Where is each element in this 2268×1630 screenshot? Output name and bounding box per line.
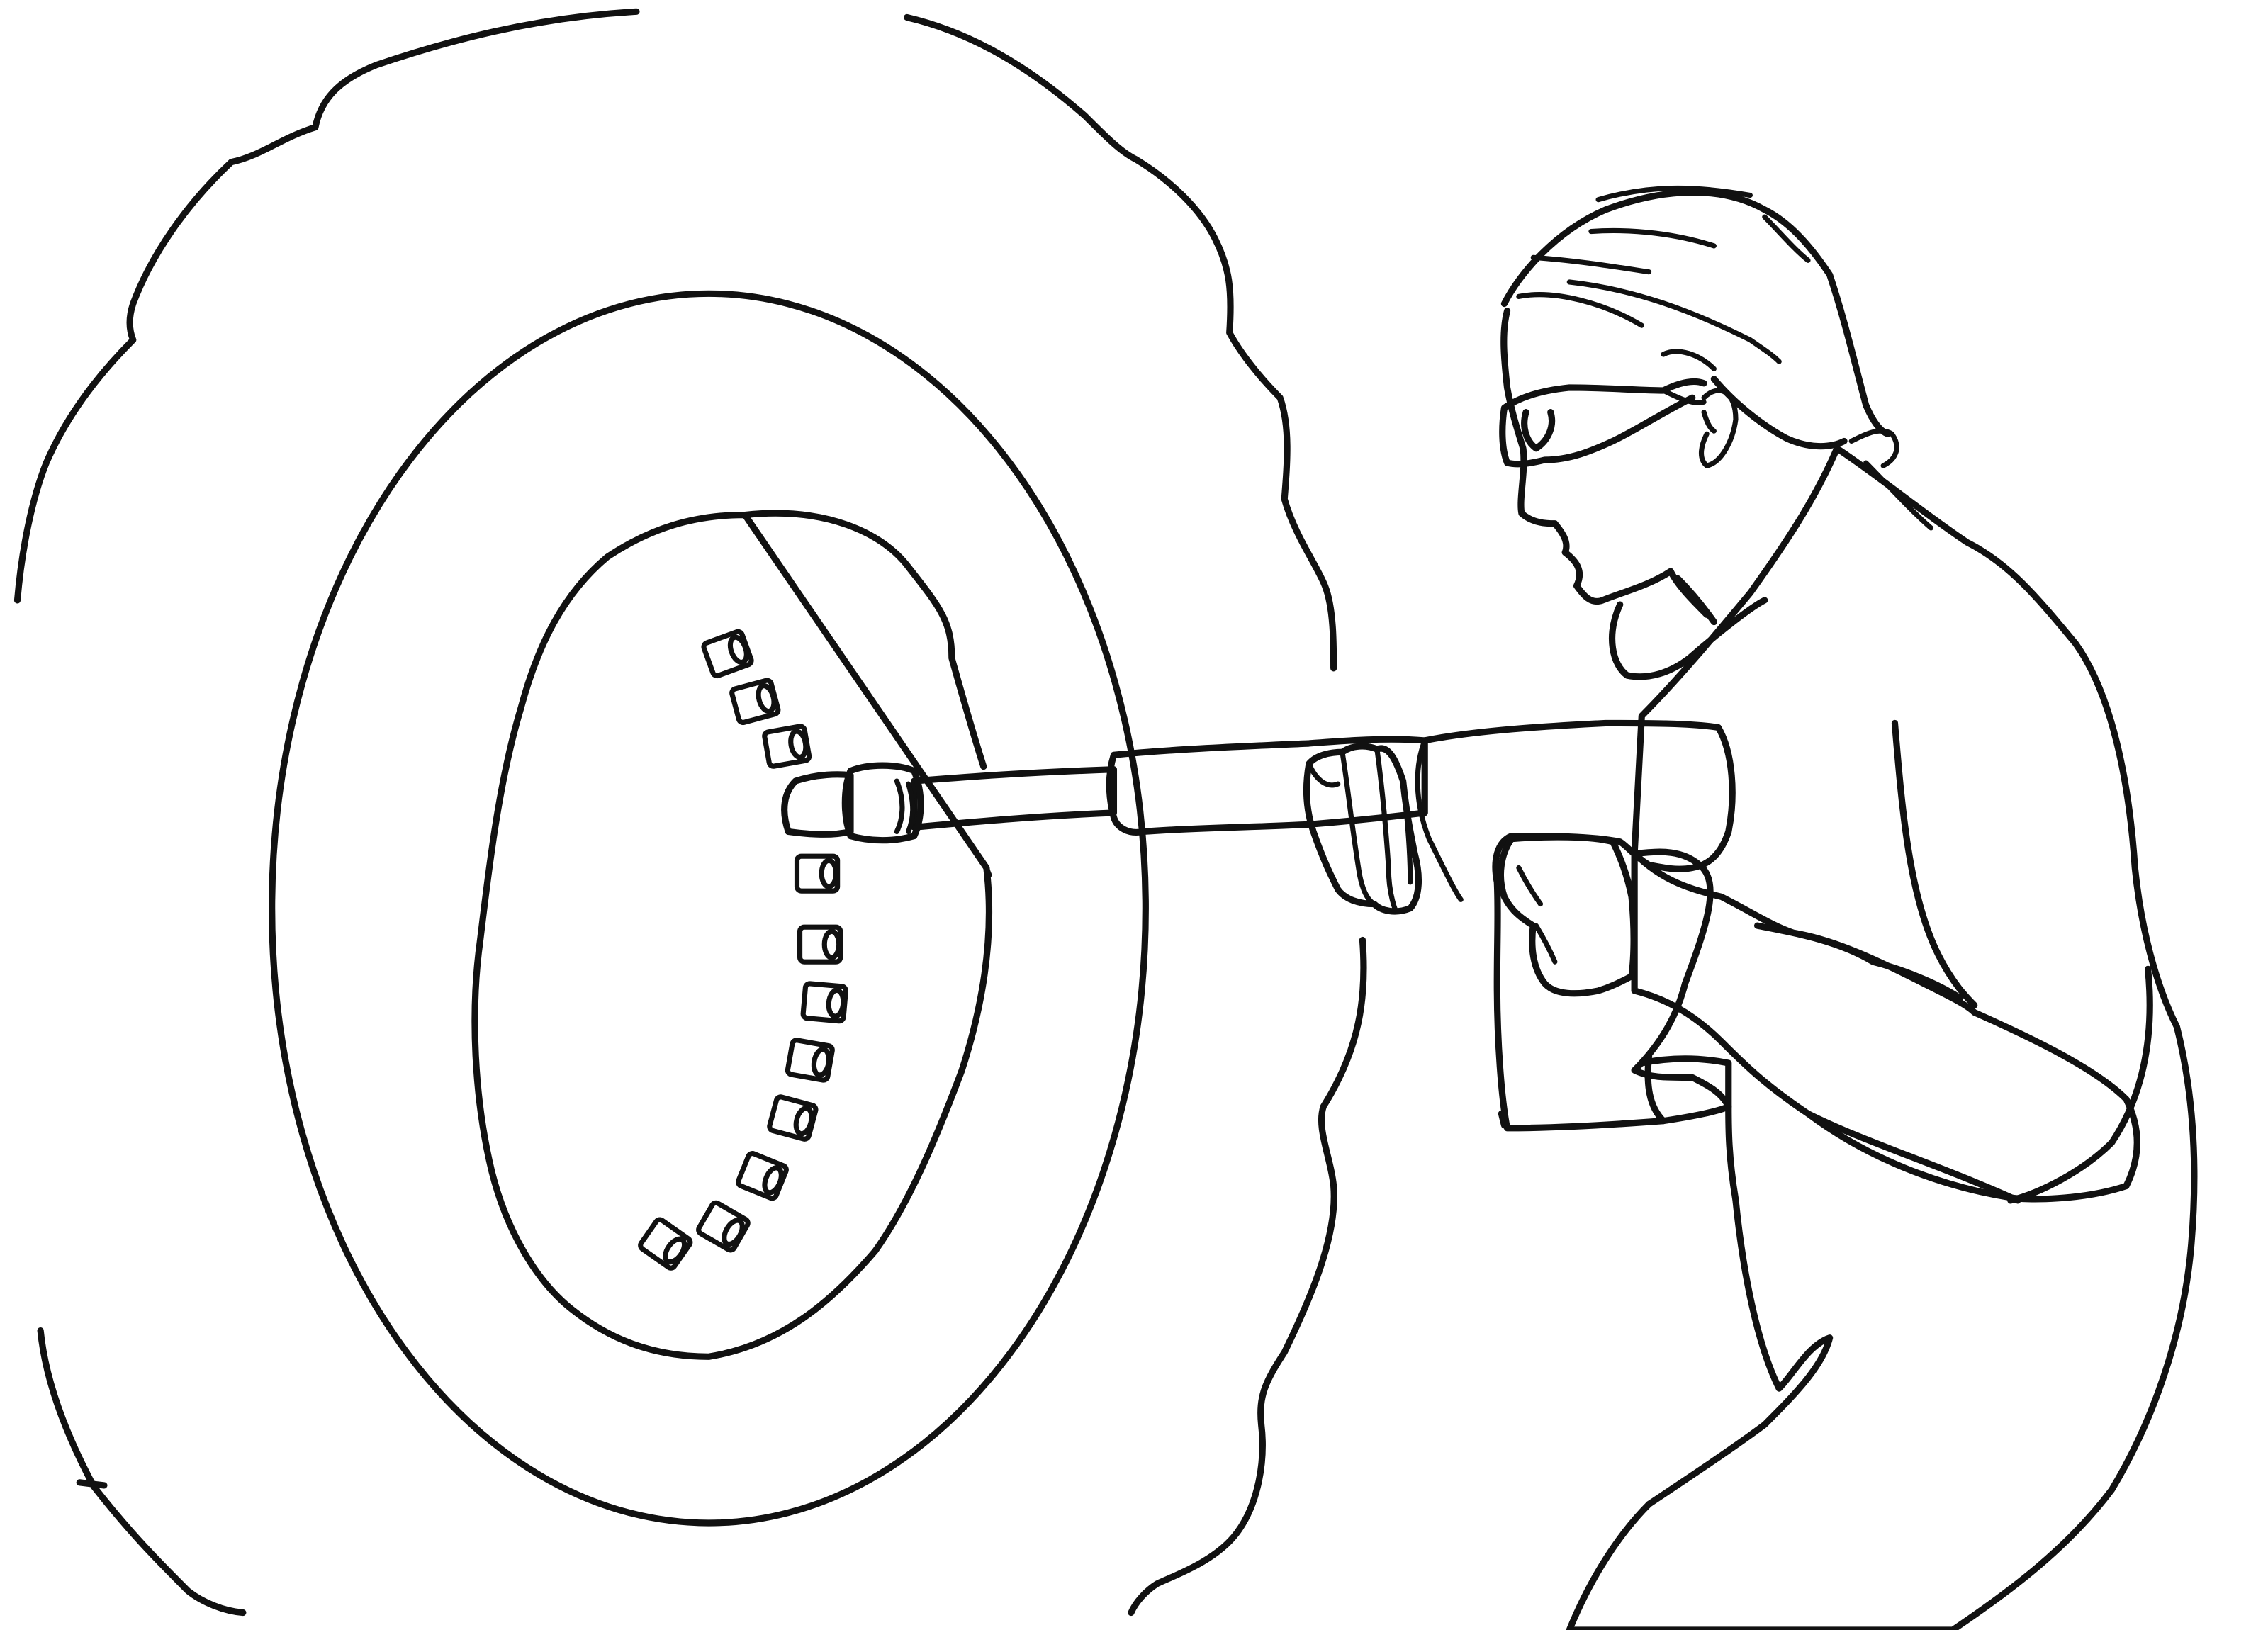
lug-nut-icon: [762, 724, 812, 769]
tire-icon: [13, 8, 1367, 1617]
lug-nut-icon: [767, 1094, 819, 1142]
lug-nut-icon: [797, 924, 843, 965]
safety-goggles-icon: [1499, 378, 1707, 468]
hair-strand: [1530, 254, 1652, 275]
hair-strand: [1595, 185, 1753, 203]
left-hand-finger: [1400, 778, 1413, 885]
wrench-handle-edge: [1415, 738, 1464, 902]
tire-sidewall: [269, 290, 1149, 1527]
wrench-socket-ring: [894, 778, 916, 835]
hair-strand: [1588, 227, 1717, 249]
left-hand: [1303, 743, 1422, 915]
worker-head: [1500, 189, 1891, 437]
worker-ear: [1698, 388, 1739, 468]
lug-nut-icon: [729, 678, 781, 726]
lug-nut-icon: [785, 1038, 835, 1083]
wrench-socket: [841, 762, 924, 844]
right-hand-knuckle: [1516, 865, 1544, 907]
worker-collar: [1609, 597, 1768, 680]
lug-nut-icon: [800, 981, 848, 1024]
hair-strand: [1762, 214, 1811, 263]
hair-strand: [1661, 349, 1717, 371]
worker-ear-detail: [1701, 410, 1717, 434]
hair-strand: [1566, 279, 1782, 364]
worker-figure: [1566, 445, 2198, 1630]
hair-clip: [1848, 428, 1934, 531]
tire-tread-outline: [13, 8, 640, 604]
lug-nut-icon: [638, 1217, 693, 1271]
wrench-extension: [911, 766, 1118, 831]
person-with-goggles-icon: [1499, 185, 1934, 618]
coat-fold: [1644, 1052, 1667, 1125]
worker-hands: [1303, 743, 1637, 997]
lug-nut-icon: [736, 1151, 789, 1201]
lug-nut-icon: [701, 629, 754, 679]
wheel-rim: [471, 510, 993, 1360]
left-hand-finger: [1374, 746, 1398, 914]
coat-fold: [1891, 719, 1978, 1008]
coat-fold: [2007, 965, 2153, 1204]
tire-tread-outline: [903, 13, 1337, 672]
right-hand-knuckle: [1533, 923, 1558, 965]
rim-line: [984, 865, 992, 878]
lug-nut-group: [638, 629, 848, 1271]
tire-tread-outline: [1128, 936, 1367, 1617]
wrench-body: [1421, 719, 1736, 1132]
tire-tread-mark: [76, 1479, 108, 1489]
lug-nut-icon: [794, 853, 841, 894]
worker-face: [1500, 308, 1710, 618]
tire-tread-outline: [37, 1327, 247, 1617]
impact-wrench-icon: [781, 719, 1736, 1132]
coat-fold: [1804, 1110, 2021, 1204]
hair-strand: [1516, 292, 1644, 328]
coat-fold: [1674, 575, 1717, 626]
worker-sleeve: [1631, 850, 2140, 1203]
goggles-strap: [1661, 388, 1707, 405]
left-hand-thumb: [1306, 760, 1341, 788]
lug-nut-icon: [696, 1200, 751, 1253]
wrench-barrel: [1106, 736, 1428, 836]
wrench-socket-tip: [781, 771, 854, 838]
right-hand: [1497, 833, 1637, 997]
worker-coat: [1566, 445, 2198, 1630]
left-hand-finger: [1340, 749, 1377, 907]
